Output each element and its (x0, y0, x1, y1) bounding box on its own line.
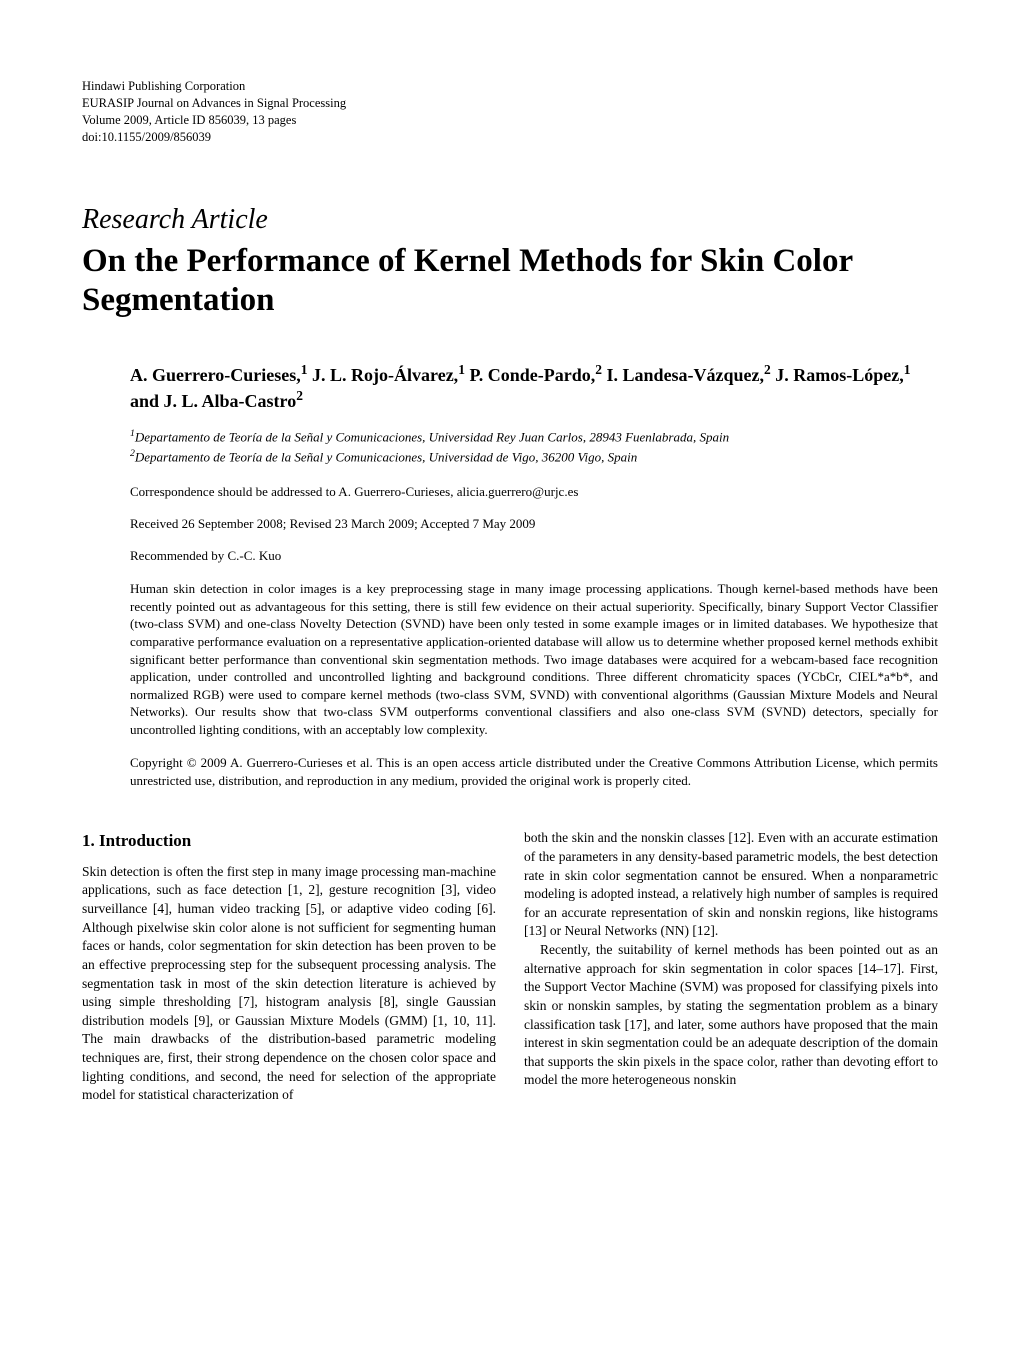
authors: A. Guerrero-Curieses,1 J. L. Rojo-Álvare… (130, 361, 938, 414)
publisher-line: EURASIP Journal on Advances in Signal Pr… (82, 95, 938, 112)
recommended-by: Recommended by C.-C. Kuo (130, 548, 938, 564)
two-column-body: 1. Introduction Skin detection is often … (82, 829, 938, 1105)
section-heading: 1. Introduction (82, 829, 496, 852)
body-paragraph: Skin detection is often the first step i… (82, 863, 496, 1105)
dates: Received 26 September 2008; Revised 23 M… (130, 516, 938, 532)
article-type: Research Article (82, 204, 938, 236)
left-column: 1. Introduction Skin detection is often … (82, 829, 496, 1105)
body-paragraph: both the skin and the nonskin classes [1… (524, 829, 938, 941)
publisher-info: Hindawi Publishing Corporation EURASIP J… (82, 78, 938, 146)
right-column: both the skin and the nonskin classes [1… (524, 829, 938, 1105)
copyright: Copyright © 2009 A. Guerrero-Curieses et… (130, 754, 938, 789)
correspondence: Correspondence should be addressed to A.… (130, 484, 938, 500)
affiliations: 1Departamento de Teoría de la Señal y Co… (130, 427, 938, 466)
affiliation-1: 1Departamento de Teoría de la Señal y Co… (130, 427, 938, 447)
body-paragraph: Recently, the suitability of kernel meth… (524, 941, 938, 1090)
publisher-line: Volume 2009, Article ID 856039, 13 pages (82, 112, 938, 129)
publisher-line: doi:10.1155/2009/856039 (82, 129, 938, 146)
publisher-line: Hindawi Publishing Corporation (82, 78, 938, 95)
abstract: Human skin detection in color images is … (130, 580, 938, 738)
paper-title: On the Performance of Kernel Methods for… (82, 242, 938, 321)
affiliation-2: 2Departamento de Teoría de la Señal y Co… (130, 447, 938, 467)
